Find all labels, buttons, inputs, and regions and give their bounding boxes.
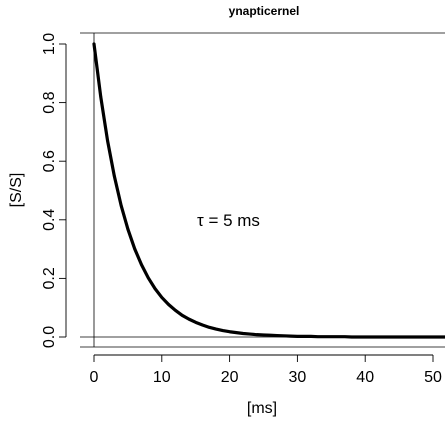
- x-axis-label: [ms]: [247, 400, 277, 417]
- x-tick-label: 30: [289, 369, 307, 386]
- y-tick-label: 1.0: [41, 33, 58, 55]
- y-tick-label: 0.0: [41, 326, 58, 348]
- y-tick-label: 0.4: [41, 209, 58, 231]
- axes-group: 0.0 0.2 0.4 0.6 0.8 1.0 0 10 20 30 40 50: [41, 33, 445, 386]
- x-tick-label: 0: [90, 369, 99, 386]
- y-axis-label: [S/S]: [8, 173, 25, 208]
- y-tick-label: 0.6: [41, 150, 58, 172]
- x-tick-label: 10: [153, 369, 171, 386]
- series-group: [92, 42, 445, 339]
- chart-title: ynapticernel: [229, 4, 300, 18]
- x-tick-label: 20: [221, 369, 239, 386]
- x-tick-label: 40: [356, 369, 374, 386]
- y-tick-label: 0.8: [41, 91, 58, 113]
- tau-annotation: τ = 5 ms: [197, 211, 260, 230]
- y-tick-label: 0.2: [41, 267, 58, 289]
- decay-curve: [92, 42, 445, 339]
- x-tick-label: 50: [424, 369, 442, 386]
